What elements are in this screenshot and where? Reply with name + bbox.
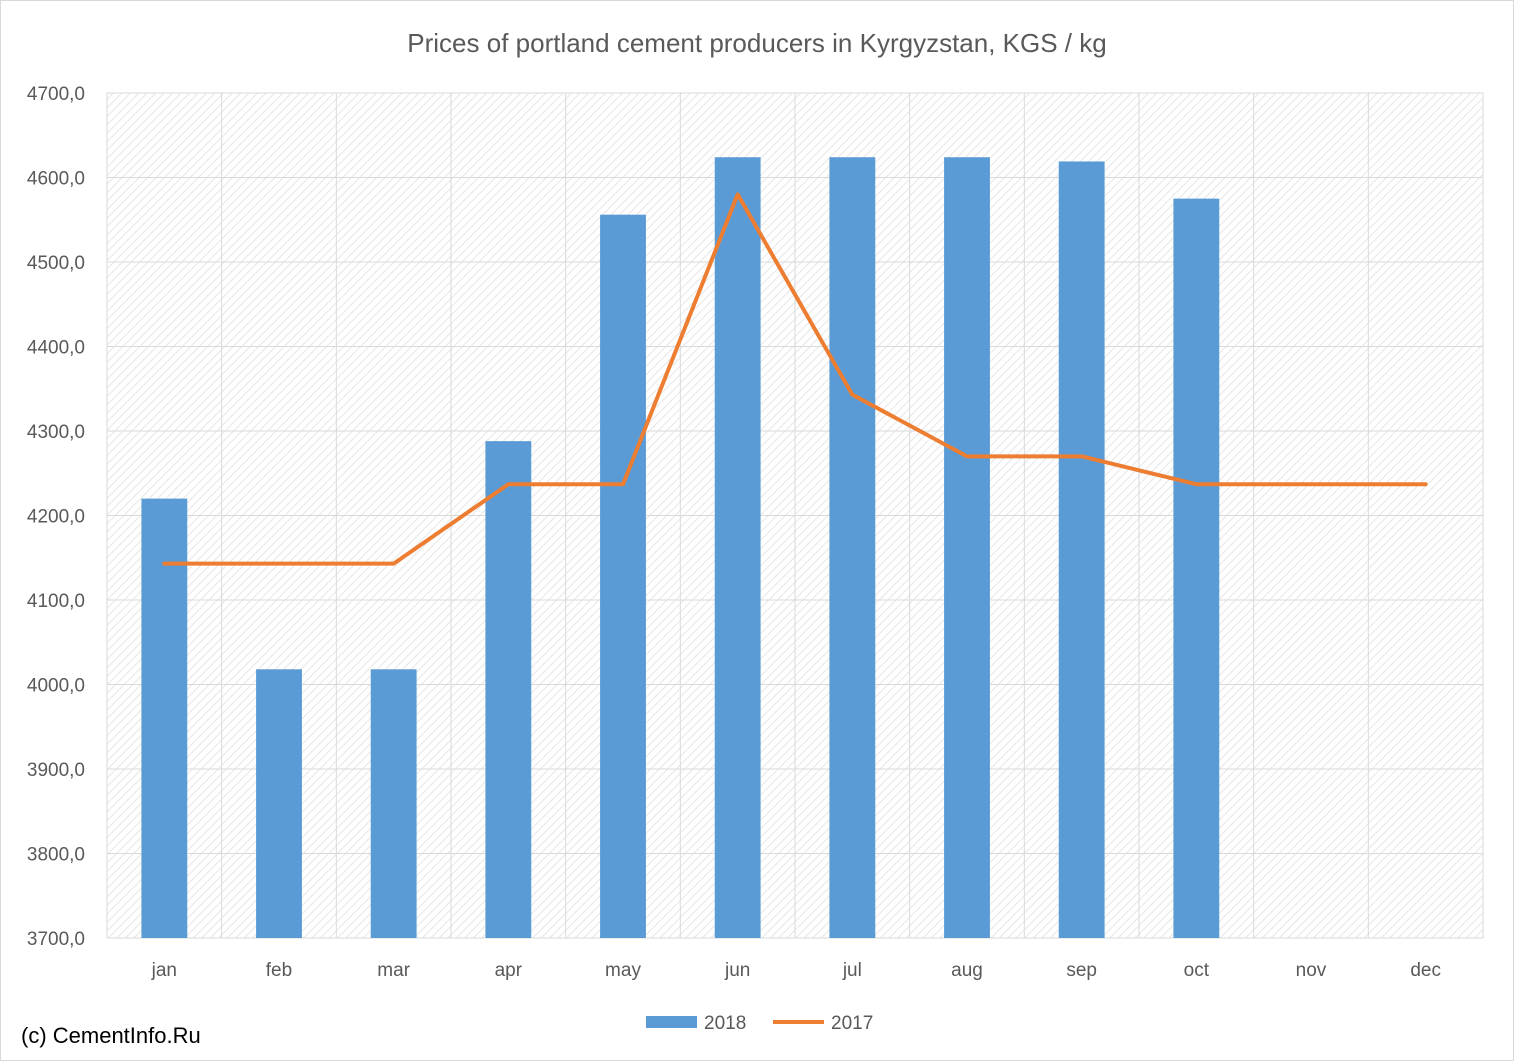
y-tick-label: 4600,0 — [27, 169, 85, 190]
bar-oct — [1173, 198, 1220, 938]
gridlines — [106, 92, 1484, 939]
legend: 2018 2017 — [646, 1013, 873, 1034]
x-tick-label: jan — [151, 960, 177, 981]
x-tick-label: nov — [1296, 960, 1327, 981]
x-tick-label: jun — [724, 960, 750, 981]
y-tick-label: 4100,0 — [27, 591, 85, 612]
bar-jan — [141, 498, 188, 938]
bar-may — [600, 214, 646, 938]
bar-apr — [485, 441, 532, 938]
bar-jun — [714, 157, 761, 939]
chart-title: Prices of portland cement producers in K… — [407, 28, 1106, 58]
credit-text: (c) CementInfo.Ru — [21, 1023, 201, 1048]
y-tick-label: 4400,0 — [27, 338, 85, 359]
x-tick-label: jul — [842, 960, 862, 981]
y-tick-label: 4700,0 — [27, 84, 85, 105]
x-tick-label: may — [605, 960, 641, 981]
plot-border — [106, 92, 1484, 939]
y-tick-label: 4500,0 — [27, 253, 85, 274]
x-tick-label: dec — [1410, 960, 1441, 981]
y-tick-label: 4200,0 — [27, 507, 85, 528]
y-tick-label: 3900,0 — [27, 760, 85, 781]
x-tick-label: apr — [495, 960, 523, 981]
x-tick-label: sep — [1066, 960, 1097, 981]
x-tick-label: feb — [266, 960, 292, 981]
line-2017 — [162, 192, 1428, 566]
y-tick-label: 3700,0 — [27, 929, 85, 950]
y-axis-ticks: 3700,0 3800,0 3900,0 4000,0 4100,0 4200,0 4300… — [27, 84, 85, 950]
bar-aug — [944, 157, 990, 939]
x-tick-label: mar — [377, 960, 410, 981]
bar-sep — [1058, 161, 1105, 938]
bars-2018 — [141, 157, 1220, 939]
x-tick-label: oct — [1184, 960, 1210, 981]
y-tick-label: 4300,0 — [27, 422, 85, 443]
y-tick-label: 3800,0 — [27, 845, 85, 866]
legend-label-2017: 2017 — [831, 1013, 873, 1034]
legend-label-2018: 2018 — [704, 1013, 746, 1034]
bar-mar — [370, 669, 417, 938]
line-series-2017 — [162, 192, 1428, 566]
y-tick-label: 4000,0 — [27, 676, 85, 697]
x-tick-label: aug — [951, 960, 983, 981]
bar-jul — [829, 157, 876, 939]
legend-swatch-2018 — [646, 1016, 697, 1028]
x-axis-ticks: jan feb mar apr may jun jul aug sep oct nov dec — [151, 960, 1441, 981]
bar-feb — [256, 669, 302, 938]
